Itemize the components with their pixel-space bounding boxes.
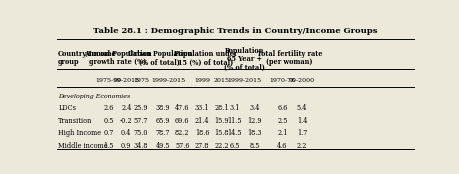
Text: 28.1: 28.1 (214, 104, 229, 112)
Text: 6.5: 6.5 (229, 142, 239, 150)
Text: Urban Population: Urban Population (127, 50, 191, 58)
Text: 75.0: 75.0 (134, 129, 148, 137)
Text: 1999-2015: 1999-2015 (227, 78, 261, 83)
Text: 38.9: 38.9 (156, 104, 170, 112)
Text: 1970-75: 1970-75 (269, 78, 295, 83)
Text: (per woman): (per woman) (266, 58, 312, 66)
Text: 3.4: 3.4 (249, 104, 259, 112)
Text: 1.5: 1.5 (103, 142, 113, 150)
Text: 65 Year +: 65 Year + (227, 55, 262, 63)
Text: 2.1: 2.1 (277, 129, 287, 137)
Text: (% of total): (% of total) (224, 64, 264, 72)
Text: 27.8: 27.8 (195, 142, 209, 150)
Text: 6.6: 6.6 (277, 104, 287, 112)
Text: Table 28.1 : Demographic Trends in Country/Income Groups: Table 28.1 : Demographic Trends in Count… (93, 27, 377, 35)
Text: 2.5: 2.5 (277, 117, 287, 125)
Text: Population under: Population under (174, 50, 237, 58)
Text: 1.4: 1.4 (296, 117, 307, 125)
Text: 2.2: 2.2 (296, 142, 307, 150)
Text: 3.1: 3.1 (229, 104, 239, 112)
Text: 2.4: 2.4 (121, 104, 131, 112)
Text: 1975-99: 1975-99 (95, 78, 121, 83)
Text: 18.6: 18.6 (195, 129, 209, 137)
Text: 11.5: 11.5 (227, 117, 241, 125)
Text: 18.3: 18.3 (247, 129, 261, 137)
Text: 69.6: 69.6 (174, 117, 189, 125)
Text: 34.8: 34.8 (134, 142, 148, 150)
Text: Population: Population (224, 48, 264, 56)
Text: 25.9: 25.9 (134, 104, 148, 112)
Text: 8.5: 8.5 (249, 142, 259, 150)
Text: Country/Income: Country/Income (58, 50, 117, 58)
Text: 78.7: 78.7 (156, 129, 170, 137)
Text: 2015: 2015 (213, 78, 230, 83)
Text: (% of total): (% of total) (139, 58, 180, 66)
Text: Transition: Transition (58, 117, 92, 125)
Text: 33.1: 33.1 (195, 104, 209, 112)
Text: 0.5: 0.5 (103, 117, 113, 125)
Text: 12.9: 12.9 (247, 117, 261, 125)
Text: 15 (%) of total): 15 (%) of total) (178, 58, 233, 66)
Text: 1.7: 1.7 (296, 129, 307, 137)
Text: 1999-2015: 1999-2015 (151, 78, 185, 83)
Text: 65.9: 65.9 (156, 117, 170, 125)
Text: 57.6: 57.6 (174, 142, 189, 150)
Text: -0.2: -0.2 (120, 117, 132, 125)
Text: 4.6: 4.6 (277, 142, 287, 150)
Text: 57.7: 57.7 (134, 117, 148, 125)
Text: High Income: High Income (58, 129, 101, 137)
Text: Middle income: Middle income (58, 142, 107, 150)
Text: 1999: 1999 (194, 78, 210, 83)
Text: 1975: 1975 (133, 78, 149, 83)
Text: 99-2015: 99-2015 (113, 78, 139, 83)
Text: 0.9: 0.9 (121, 142, 131, 150)
Text: 2.6: 2.6 (103, 104, 113, 112)
Text: 49.5: 49.5 (156, 142, 170, 150)
Text: 5.4: 5.4 (296, 104, 307, 112)
Text: 0.4: 0.4 (121, 129, 131, 137)
Text: 15.9: 15.9 (214, 117, 229, 125)
Text: growth rate (%): growth rate (%) (89, 58, 146, 66)
Text: 15.8: 15.8 (214, 129, 229, 137)
Text: group: group (58, 58, 79, 66)
Text: 90-2000: 90-2000 (288, 78, 314, 83)
Text: Developing Economies: Developing Economies (58, 94, 130, 100)
Text: Annual Population: Annual Population (84, 50, 151, 58)
Text: LDCs: LDCs (58, 104, 76, 112)
Text: 82.2: 82.2 (174, 129, 189, 137)
Text: Total fertility rate: Total fertility rate (256, 50, 321, 58)
Text: 47.6: 47.6 (174, 104, 189, 112)
Text: 14.5: 14.5 (227, 129, 241, 137)
Text: 0.7: 0.7 (103, 129, 113, 137)
Text: 22.2: 22.2 (214, 142, 229, 150)
Text: 21.4: 21.4 (195, 117, 209, 125)
